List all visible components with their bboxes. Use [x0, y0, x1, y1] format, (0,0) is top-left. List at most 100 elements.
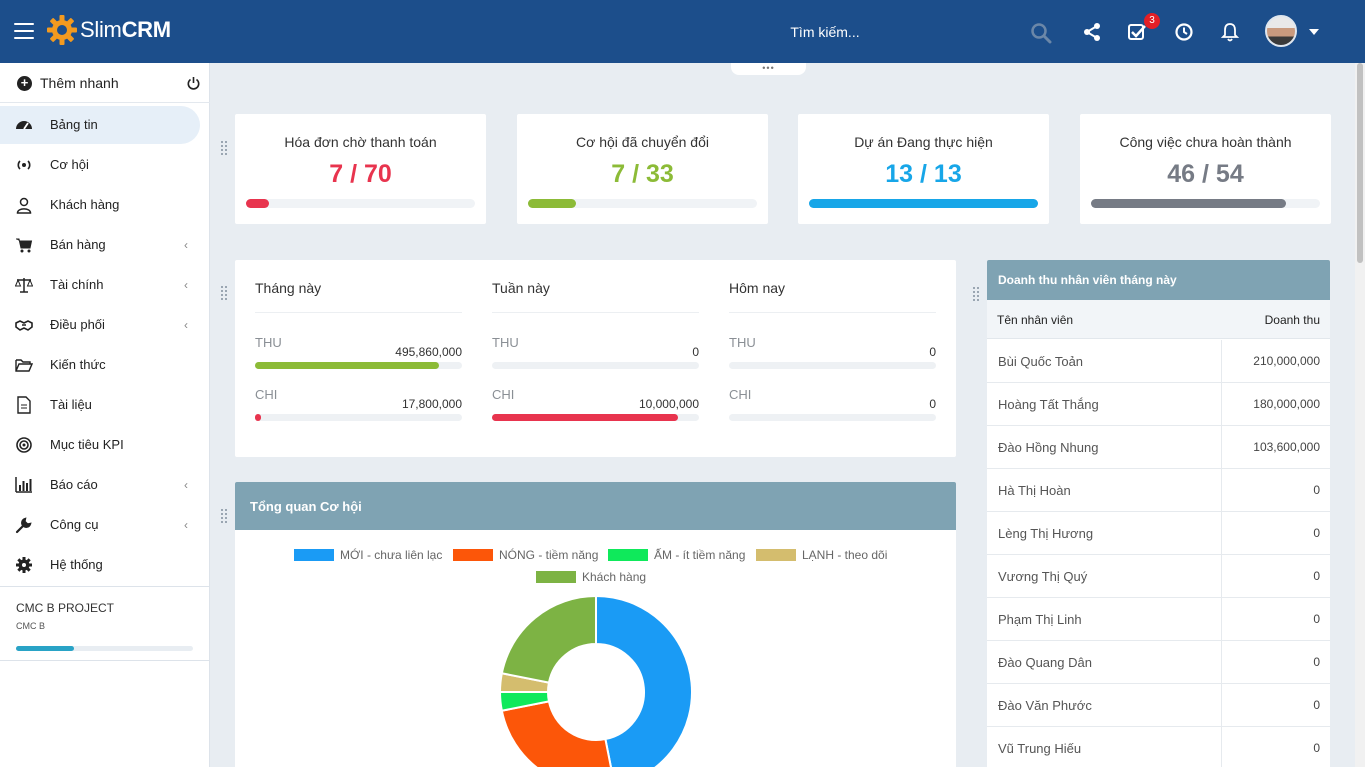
- project-progress-bar: [16, 646, 193, 651]
- stat-title: Công việc chưa hoàn thành: [1119, 134, 1292, 150]
- sidebar-item-tai-chinh[interactable]: Tài chính ‹: [0, 266, 200, 304]
- expense-bar: [255, 414, 462, 421]
- legend-label: NÓNG - tiềm năng: [499, 548, 599, 562]
- legend-swatch: [756, 549, 796, 561]
- project-progress[interactable]: CMC B PROJECT CMC B: [0, 586, 210, 661]
- table-header: Tên nhân viên Doanh thu: [987, 300, 1330, 339]
- employee-name: Đào Hồng Nhung: [998, 440, 1099, 455]
- logo-text-bold: CRM: [121, 17, 172, 42]
- sidebar-item-co-hoi[interactable]: Cơ hội: [0, 146, 200, 184]
- drag-handle-icon[interactable]: [221, 509, 229, 523]
- panel-header: Doanh thu nhân viên tháng này: [987, 260, 1330, 300]
- search-input[interactable]: [660, 20, 990, 44]
- search-box: [660, 20, 1060, 44]
- column-header-name[interactable]: Tên nhân viên: [997, 313, 1074, 327]
- sidebar-item-label: Cơ hội: [50, 157, 89, 172]
- table-row[interactable]: Lèng Thị Hương 0: [987, 512, 1330, 555]
- income-amount: 0: [929, 345, 936, 359]
- bell-icon[interactable]: [1219, 21, 1241, 43]
- collapse-toggle[interactable]: •••: [731, 63, 806, 75]
- expense-amount: 0: [929, 397, 936, 411]
- drag-handle-icon[interactable]: [221, 286, 229, 300]
- table-row[interactable]: Vương Thị Quý 0: [987, 555, 1330, 598]
- table-row[interactable]: Đào Hồng Nhung 103,600,000: [987, 426, 1330, 469]
- table-row[interactable]: Bùi Quốc Toản 210,000,000: [987, 340, 1330, 383]
- finance-column-title: Tuần này: [492, 280, 550, 296]
- project-sub: CMC B: [16, 621, 45, 631]
- income-bar: [492, 362, 699, 369]
- employee-revenue: 103,600,000: [1253, 440, 1320, 454]
- expense-label: CHI: [255, 387, 278, 402]
- donut-slice[interactable]: [595, 595, 693, 767]
- user-avatar[interactable]: [1265, 15, 1297, 47]
- scrollbar-thumb[interactable]: [1357, 63, 1363, 263]
- stat-title: Cơ hội đã chuyển đổi: [576, 134, 709, 150]
- user-menu-caret-icon[interactable]: [1309, 29, 1319, 35]
- panel-header: Tổng quan Cơ hội: [235, 482, 956, 530]
- sidebar-item-bao-cao[interactable]: Báo cáo ‹: [0, 466, 200, 504]
- dashboard-icon: [16, 121, 32, 130]
- sidebar-item-cong-cu[interactable]: Công cụ ‹: [0, 506, 200, 544]
- search-icon[interactable]: [1030, 22, 1052, 44]
- scale-icon: [15, 278, 33, 293]
- sidebar-item-bang-tin[interactable]: Bảng tin: [0, 106, 200, 144]
- employee-revenue: 210,000,000: [1253, 354, 1320, 368]
- menu-toggle-icon[interactable]: [14, 23, 34, 39]
- quick-add[interactable]: + Thêm nhanh: [0, 63, 210, 103]
- power-icon[interactable]: [186, 76, 201, 91]
- sidebar-item-khach-hang[interactable]: Khách hàng: [0, 186, 200, 224]
- sidebar-item-label: Bảng tin: [50, 117, 98, 132]
- stat-progress-fill: [809, 199, 1038, 208]
- stat-card-converted-opportunities[interactable]: Cơ hội đã chuyển đổi 7 / 33: [517, 114, 768, 224]
- donut-slice[interactable]: [500, 595, 597, 684]
- logo-text-light: Slim: [80, 17, 122, 42]
- table-row[interactable]: Đào Văn Phước 0: [987, 684, 1330, 727]
- table-row[interactable]: Vũ Trung Hiếu 0: [987, 727, 1330, 767]
- logo[interactable]: SlimCRM: [46, 14, 171, 46]
- sidebar-item-muc-tieu-kpi[interactable]: Mục tiêu KPI: [0, 426, 200, 464]
- tasks-check-icon[interactable]: [1126, 21, 1148, 43]
- finance-column-month: Tháng này THU 495,860,000 CHI 17,800,000: [255, 260, 462, 457]
- divider: [492, 312, 699, 313]
- stat-value: 46 / 54: [1167, 160, 1244, 188]
- stat-progress-fill: [1091, 199, 1286, 208]
- employee-revenue: 0: [1313, 569, 1320, 583]
- sidebar-item-kien-thuc[interactable]: Kiến thức: [0, 346, 200, 384]
- column-header-amount[interactable]: Doanh thu: [1264, 313, 1320, 327]
- table-row[interactable]: Đào Quang Dân 0: [987, 641, 1330, 684]
- employee-revenue: 0: [1313, 483, 1320, 497]
- sidebar-item-label: Báo cáo: [50, 477, 98, 492]
- income-label: THU: [492, 335, 519, 350]
- phone-signal-icon: [17, 160, 31, 170]
- legend-label: MỚI - chưa liên lạc: [340, 548, 443, 562]
- stat-value: 7 / 33: [611, 160, 674, 188]
- table-row[interactable]: Hoàng Tất Thắng 180,000,000: [987, 383, 1330, 426]
- sidebar-item-ban-hang[interactable]: Bán hàng ‹: [0, 226, 200, 264]
- stat-card-projects[interactable]: Dự án Đang thực hiện 13 / 13: [798, 114, 1049, 224]
- employee-revenue: 0: [1313, 741, 1320, 755]
- bar-chart-icon: [15, 477, 32, 493]
- stat-card-tasks[interactable]: Công việc chưa hoàn thành 46 / 54: [1080, 114, 1331, 224]
- expense-bar: [729, 414, 936, 421]
- sidebar-item-tai-lieu[interactable]: Tài liệu: [0, 386, 200, 424]
- sidebar-item-he-thong[interactable]: Hệ thống: [0, 546, 200, 584]
- stat-card-invoices[interactable]: Hóa đơn chờ thanh toán 7 / 70: [235, 114, 486, 224]
- clock-icon[interactable]: [1173, 21, 1195, 43]
- project-name: CMC B PROJECT: [16, 601, 115, 615]
- share-icon[interactable]: [1081, 21, 1103, 43]
- table-row[interactable]: Phạm Thị Linh 0: [987, 598, 1330, 641]
- drag-handle-icon[interactable]: [221, 141, 229, 155]
- expense-label: CHI: [729, 387, 752, 402]
- table-row[interactable]: Hà Thị Hoàn 0: [987, 469, 1330, 512]
- opportunities-donut-chart[interactable]: [499, 595, 693, 767]
- drag-handle-icon[interactable]: [973, 287, 981, 301]
- stat-progress-bar: [809, 199, 1038, 208]
- sidebar-item-label: Khách hàng: [50, 197, 120, 212]
- document-icon: [17, 396, 31, 414]
- employee-revenue: 180,000,000: [1253, 397, 1320, 411]
- expense-label: CHI: [492, 387, 515, 402]
- income-label: THU: [729, 335, 756, 350]
- sidebar-item-dieu-phoi[interactable]: Điều phối ‹: [0, 306, 200, 344]
- donut-slice[interactable]: [500, 700, 615, 767]
- scrollbar[interactable]: [1355, 63, 1365, 767]
